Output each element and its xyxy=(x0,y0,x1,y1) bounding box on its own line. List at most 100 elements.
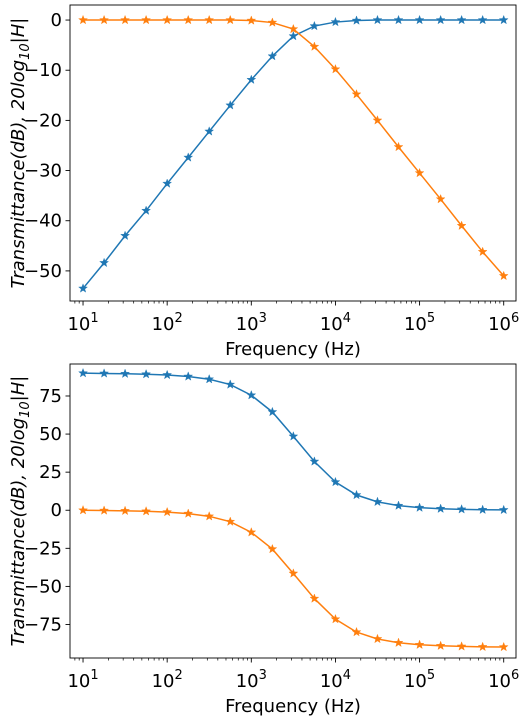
x-tick-label: 104 xyxy=(320,311,351,335)
data-point-marker xyxy=(120,230,131,240)
x-tick-label: 104 xyxy=(320,668,351,692)
data-point-marker xyxy=(435,503,446,513)
series-line xyxy=(83,509,504,648)
x-tick-base: 10 xyxy=(404,671,427,692)
x-tick-base: 10 xyxy=(488,671,511,692)
x-tick-base: 10 xyxy=(152,314,175,335)
data-point-marker xyxy=(393,637,404,647)
data-point-marker xyxy=(372,633,383,644)
data-point-marker xyxy=(141,506,152,516)
data-point-marker xyxy=(372,496,383,507)
data-point-marker xyxy=(78,367,88,378)
data-point-marker xyxy=(477,641,488,652)
data-point-marker xyxy=(498,270,509,281)
x-tick-label: 102 xyxy=(152,668,183,692)
data-point-marker xyxy=(141,369,152,379)
x-tick-exponent: 5 xyxy=(427,668,435,683)
x-tick-base: 10 xyxy=(236,314,259,335)
y-tick-label: 50 xyxy=(39,424,62,445)
data-point-marker xyxy=(246,527,257,537)
data-point-marker xyxy=(288,30,299,41)
data-point-marker xyxy=(288,23,299,34)
data-point-marker xyxy=(183,508,194,518)
data-point-marker xyxy=(225,100,236,110)
y-axis-label-subscript: 10 xyxy=(18,43,33,60)
data-point-marker xyxy=(162,14,173,25)
data-point-marker xyxy=(372,14,383,25)
data-point-marker xyxy=(351,489,362,500)
y-tick-label: −50 xyxy=(24,576,62,597)
data-point-marker xyxy=(99,368,110,378)
y-axis-label: Transmittance(dB), 20log10|H| xyxy=(8,18,33,289)
series-2 xyxy=(78,14,509,281)
data-point-marker xyxy=(141,14,152,25)
data-point-marker xyxy=(435,14,446,25)
data-point-marker xyxy=(309,456,320,466)
y-axis-label-main: Transmittance(dB), 20log xyxy=(8,418,29,646)
x-axis-label: Frequency (Hz) xyxy=(225,339,361,360)
data-point-marker xyxy=(330,476,341,487)
x-tick-label: 105 xyxy=(404,668,435,692)
y-tick-label: −25 xyxy=(24,538,62,559)
x-tick-exponent: 6 xyxy=(511,668,519,683)
data-point-marker xyxy=(99,257,110,268)
data-point-marker xyxy=(456,14,467,25)
x-tick-label: 105 xyxy=(404,311,435,335)
data-point-marker xyxy=(393,500,404,510)
data-point-marker xyxy=(204,126,215,136)
data-point-marker xyxy=(498,504,509,515)
x-tick-exponent: 2 xyxy=(174,311,182,326)
data-point-marker xyxy=(120,14,131,25)
data-point-marker xyxy=(372,115,383,125)
data-point-marker xyxy=(162,506,173,517)
y-tick-label: −30 xyxy=(24,161,62,182)
series-line xyxy=(83,19,505,277)
data-point-marker xyxy=(477,504,488,514)
data-point-marker xyxy=(225,379,236,389)
plot-frame xyxy=(69,363,517,659)
x-tick-base: 10 xyxy=(67,314,90,335)
data-point-marker xyxy=(393,141,404,152)
data-point-marker xyxy=(498,14,509,25)
x-tick-base: 10 xyxy=(67,671,90,692)
y-tick-label: 0 xyxy=(51,10,62,31)
data-point-marker xyxy=(330,16,341,27)
data-point-marker xyxy=(309,593,320,603)
data-point-marker xyxy=(477,14,488,25)
x-tick-exponent: 3 xyxy=(259,311,267,326)
x-tick-exponent: 1 xyxy=(90,668,98,683)
data-point-marker xyxy=(225,14,236,25)
data-point-marker xyxy=(351,15,362,25)
plot-frame xyxy=(69,4,517,302)
x-tick-exponent: 4 xyxy=(343,668,351,683)
data-point-marker xyxy=(267,406,278,417)
data-point-marker xyxy=(204,511,215,521)
x-tick-exponent: 2 xyxy=(174,668,182,683)
x-tick-exponent: 3 xyxy=(259,668,267,683)
data-point-marker xyxy=(78,14,88,25)
data-point-marker xyxy=(456,641,467,651)
x-tick-exponent: 6 xyxy=(511,311,519,326)
x-tick-label: 103 xyxy=(236,668,267,692)
x-tick-base: 10 xyxy=(404,314,427,335)
data-point-marker xyxy=(330,64,341,74)
data-point-marker xyxy=(351,89,362,99)
x-tick-label: 101 xyxy=(67,311,98,335)
y-tick-label: −10 xyxy=(24,60,62,81)
x-tick-label: 106 xyxy=(488,311,519,335)
data-point-marker xyxy=(351,626,362,637)
x-tick-base: 10 xyxy=(152,671,175,692)
y-axis-label-tail: |H| xyxy=(8,376,29,402)
y-axis-label: Transmittance(dB), 20log10|H| xyxy=(8,376,33,647)
data-point-marker xyxy=(78,283,88,293)
data-point-marker xyxy=(120,505,131,516)
data-point-marker xyxy=(204,14,215,25)
data-point-marker xyxy=(78,505,88,515)
data-point-marker xyxy=(204,374,215,384)
y-axis-label-main: Transmittance(dB), 20log xyxy=(8,60,29,288)
data-point-marker xyxy=(99,505,110,515)
y-tick-label: −75 xyxy=(24,614,62,635)
series-1 xyxy=(78,14,509,293)
series-1 xyxy=(78,367,509,515)
data-point-marker xyxy=(456,220,467,230)
